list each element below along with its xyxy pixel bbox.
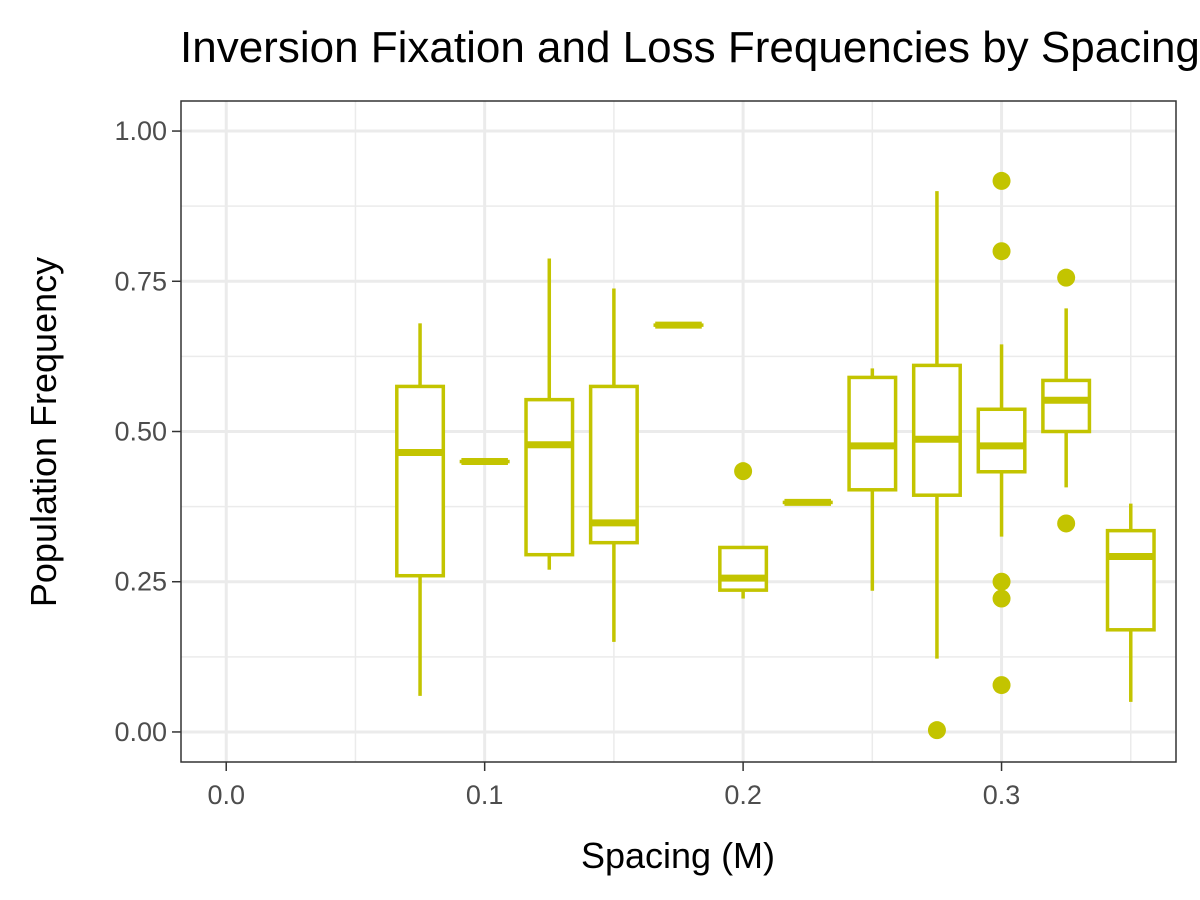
box-group xyxy=(847,368,898,591)
outlier-point xyxy=(992,589,1011,608)
box-iqr xyxy=(1041,378,1092,434)
x-axis: 0.0 0.1 0.2 0.3 xyxy=(207,762,1020,810)
x-tick-label: 0.3 xyxy=(983,780,1021,810)
box-group xyxy=(976,171,1027,695)
x-tick-label: 0.1 xyxy=(466,780,504,810)
x-tick-label: 0.0 xyxy=(207,780,245,810)
chart-title: Inversion Fixation and Loss Frequencies … xyxy=(180,23,1200,72)
y-axis-title: Population Frequency xyxy=(23,257,64,607)
box-iqr xyxy=(1105,528,1156,632)
outlier-point xyxy=(992,676,1011,695)
box-group xyxy=(395,323,446,696)
outlier-point xyxy=(734,462,753,481)
box-group xyxy=(718,462,769,599)
box-group xyxy=(1041,268,1092,533)
box-iqr xyxy=(395,384,446,578)
box-iqr xyxy=(976,407,1027,474)
outlier-point xyxy=(927,721,946,740)
box-iqr xyxy=(524,397,575,557)
y-tick-label: 1.00 xyxy=(114,116,167,146)
y-tick-label: 0.00 xyxy=(114,717,167,747)
outlier-point xyxy=(992,242,1011,261)
box-group xyxy=(911,191,962,740)
outlier-point xyxy=(992,171,1011,190)
y-tick-label: 0.25 xyxy=(114,567,167,597)
y-axis: 0.00 0.25 0.50 0.75 1.00 xyxy=(114,116,181,747)
outlier-point xyxy=(1057,268,1076,287)
box-iqr xyxy=(847,375,898,492)
box-group xyxy=(1105,503,1156,702)
outlier-point xyxy=(992,572,1011,591)
y-tick-label: 0.75 xyxy=(114,266,167,296)
box-series xyxy=(395,171,1156,740)
y-tick-label: 0.50 xyxy=(114,417,167,447)
major-gridlines xyxy=(181,101,1176,762)
box-iqr xyxy=(718,545,769,592)
outlier-point xyxy=(1057,514,1076,533)
x-axis-title: Spacing (M) xyxy=(581,835,775,876)
box-group xyxy=(524,258,575,570)
box-iqr xyxy=(588,384,639,545)
box-group xyxy=(588,288,639,642)
box-iqr xyxy=(911,363,962,497)
x-tick-label: 0.2 xyxy=(724,780,762,810)
